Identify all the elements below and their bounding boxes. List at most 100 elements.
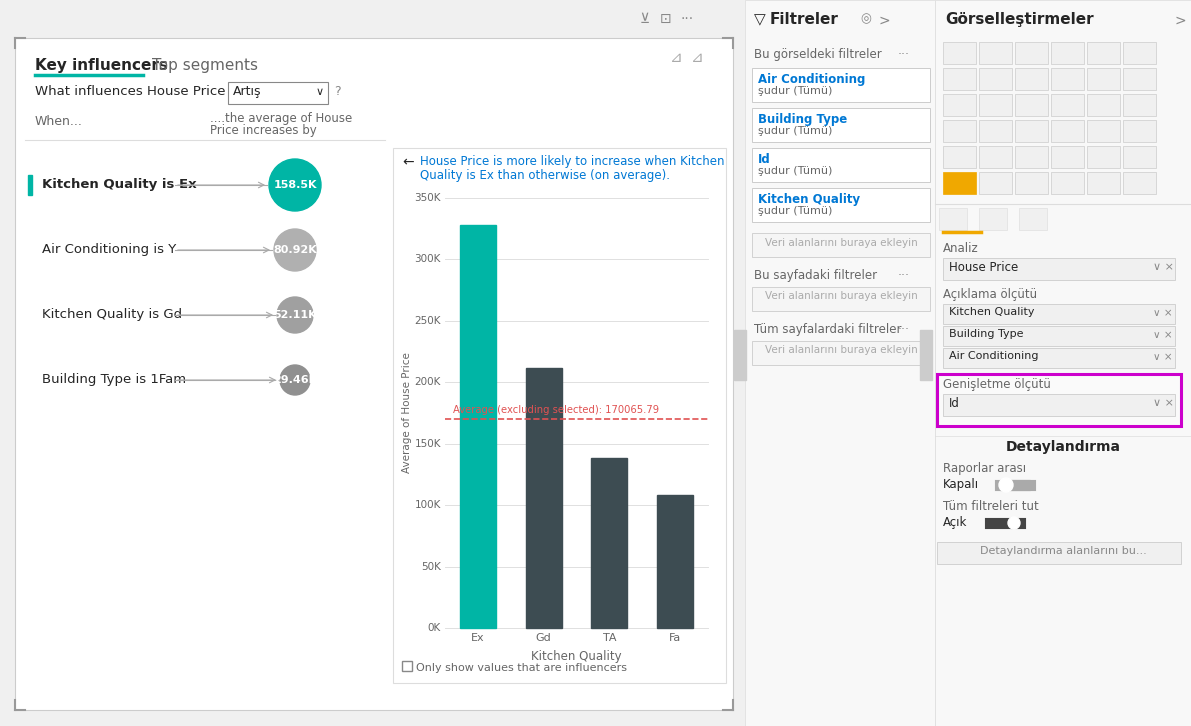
Bar [937, 542, 1181, 564]
Text: Ex: Ex [472, 633, 485, 643]
Bar [752, 148, 930, 182]
Circle shape [274, 229, 316, 271]
Text: 300K: 300K [414, 254, 441, 264]
Bar [1050, 68, 1084, 90]
Text: Building Type: Building Type [949, 329, 1023, 339]
Text: Only show values that are influencers: Only show values that are influencers [416, 663, 626, 673]
Text: ···: ··· [898, 323, 910, 336]
Text: Açık: Açık [943, 516, 967, 529]
Text: Genişletme ölçütü: Genişletme ölçütü [943, 378, 1050, 391]
Bar [979, 146, 1012, 168]
Text: Kitchen Quality is Gd: Kitchen Quality is Gd [42, 308, 182, 321]
Bar [943, 394, 1176, 416]
Text: 52.11K: 52.11K [273, 310, 317, 320]
Bar [1123, 68, 1156, 90]
Text: Id: Id [757, 153, 771, 166]
Text: Gd: Gd [536, 633, 551, 643]
Text: Average (excluding selected): 170065.79: Average (excluding selected): 170065.79 [453, 405, 659, 415]
Bar [943, 258, 1176, 280]
Bar [752, 287, 930, 311]
Text: Building Type is 1Fam: Building Type is 1Fam [42, 373, 186, 386]
Text: ···: ··· [680, 12, 693, 26]
Circle shape [269, 159, 322, 211]
Bar [525, 367, 562, 628]
Bar [393, 148, 727, 683]
Text: şudur (Tümü): şudur (Tümü) [757, 166, 833, 176]
Text: 80.92K: 80.92K [273, 245, 317, 255]
Text: Average of House Price: Average of House Price [403, 353, 412, 473]
Text: Top segments: Top segments [152, 58, 258, 73]
Text: Açıklama ölçütü: Açıklama ölçütü [943, 288, 1037, 301]
Text: ?: ? [333, 85, 341, 98]
Bar [943, 304, 1176, 324]
Text: Kitchen Quality: Kitchen Quality [949, 307, 1035, 317]
Bar [943, 68, 975, 90]
Text: ⊿: ⊿ [671, 50, 682, 65]
Bar [1050, 42, 1084, 64]
Text: When...: When... [35, 115, 83, 128]
Bar [943, 348, 1176, 368]
Bar [1050, 94, 1084, 116]
Bar [1015, 68, 1048, 90]
Text: ⊿: ⊿ [691, 50, 704, 65]
Circle shape [280, 365, 310, 395]
Text: Bu görseldeki filtreler: Bu görseldeki filtreler [754, 48, 881, 61]
Text: Analiz: Analiz [943, 242, 979, 255]
Text: 158.5K: 158.5K [273, 180, 317, 190]
Bar [752, 188, 930, 222]
Text: Görselleştirmeler: Görselleştirmeler [944, 12, 1093, 27]
Circle shape [999, 478, 1014, 492]
Text: ∨ ×: ∨ × [1153, 308, 1173, 318]
Text: 150K: 150K [414, 439, 441, 449]
Bar [979, 208, 1008, 230]
Bar [1015, 172, 1048, 194]
Text: 250K: 250K [414, 316, 441, 326]
Text: Veri alanlarını buraya ekleyin: Veri alanlarını buraya ekleyin [765, 238, 917, 248]
Text: ···: ··· [898, 48, 910, 61]
Text: Id: Id [949, 397, 960, 410]
Circle shape [1000, 479, 1012, 491]
Bar [943, 42, 975, 64]
Text: ....the average of House: ....the average of House [210, 112, 353, 125]
Bar [657, 495, 693, 628]
Bar [15, 38, 732, 710]
Bar [1000, 480, 1030, 490]
Text: Air Conditioning: Air Conditioning [757, 73, 866, 86]
Text: Kapalı: Kapalı [943, 478, 979, 491]
Bar [1050, 172, 1084, 194]
Bar [1087, 172, 1120, 194]
Text: şudur (Tümü): şudur (Tümü) [757, 126, 833, 136]
Text: ∨ ×: ∨ × [1153, 330, 1173, 340]
Text: Air Conditioning is Y: Air Conditioning is Y [42, 243, 176, 256]
Bar [460, 225, 495, 628]
Text: şudur (Tümü): şudur (Tümü) [757, 86, 833, 96]
Bar [935, 0, 1191, 726]
Bar [752, 233, 930, 257]
Bar [752, 108, 930, 142]
Bar [1123, 94, 1156, 116]
Text: Air Conditioning: Air Conditioning [949, 351, 1039, 361]
Bar [979, 42, 1012, 64]
Bar [403, 661, 412, 671]
Bar [1123, 120, 1156, 142]
Text: >: > [878, 14, 890, 28]
Text: ∨ ×: ∨ × [1153, 262, 1174, 272]
Text: ···: ··· [898, 269, 910, 282]
Bar [919, 330, 933, 380]
Bar [1019, 208, 1047, 230]
Bar [979, 94, 1012, 116]
Bar [752, 341, 930, 365]
Bar [979, 68, 1012, 90]
Bar [227, 82, 328, 104]
Bar [1015, 42, 1048, 64]
Text: şudur (Tümü): şudur (Tümü) [757, 206, 833, 216]
Bar [1123, 172, 1156, 194]
Bar [591, 458, 628, 628]
Text: ∨: ∨ [316, 87, 324, 97]
Text: >: > [1176, 14, 1186, 28]
Text: Detaylandırma: Detaylandırma [1005, 440, 1121, 454]
Bar [752, 68, 930, 102]
Text: Filtreler: Filtreler [771, 12, 838, 27]
Bar [1087, 94, 1120, 116]
Text: ←: ← [403, 155, 413, 169]
